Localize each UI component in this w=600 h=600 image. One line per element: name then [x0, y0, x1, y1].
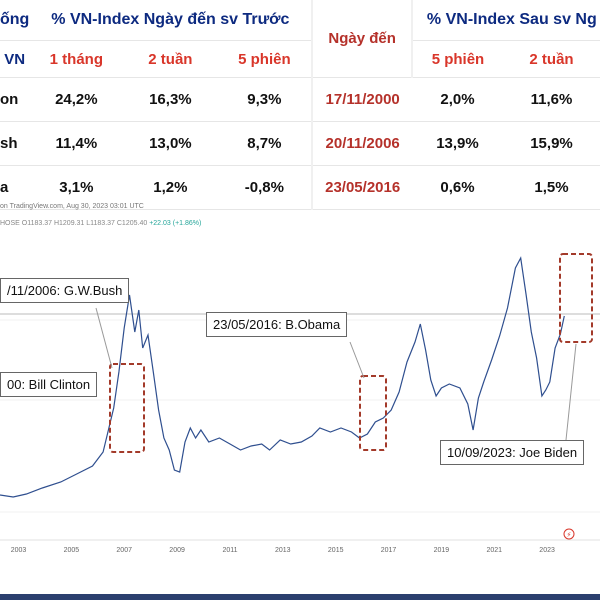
table-cell: -0,8% [217, 165, 313, 210]
row-name: sh [0, 121, 30, 166]
highlight-box-2006 [109, 363, 145, 453]
annotation-clinton: 00: Bill Clinton [0, 372, 98, 397]
row-name: a [0, 165, 30, 210]
leader-line [95, 307, 113, 369]
table-cell: 11,6% [503, 77, 600, 122]
comparison-table: ống % VN-Index Ngày đến sv Trước Ngày đế… [0, 0, 600, 210]
row-date: 23/05/2016 [311, 165, 412, 210]
highlight-box-2016 [359, 375, 387, 451]
ohlc-change: +22.03 (+1.86%) [149, 220, 202, 227]
x-tick-label: 2023 [539, 547, 555, 554]
ohlc-values: HOSE O1183.37 H1209.31 L1183.37 C1205.40 [0, 220, 148, 227]
table-cell: 13,0% [123, 121, 218, 166]
after-group-header: % VN-Index Sau sv Ng [410, 0, 600, 41]
sub-header-2-weeks: 2 tuần [123, 40, 218, 78]
table-cell: 2,0% [411, 77, 503, 122]
row-date: 20/11/2006 [311, 121, 412, 166]
chart-source-line: on TradingView.com, Aug 30, 2023 03:01 U… [0, 203, 144, 210]
header-row-2: VN 1 tháng 2 tuần 5 phiên 5 phiên 2 tuần [0, 40, 600, 78]
annotation-bush: /11/2006: G.W.Bush [0, 278, 130, 303]
x-tick-label: 2009 [169, 547, 185, 554]
table-cell: 9,3% [217, 77, 313, 122]
table-cell: 8,7% [217, 121, 313, 166]
leader-line [565, 343, 577, 441]
x-tick-label: 2011 [222, 547, 237, 554]
row-date: 17/11/2000 [311, 77, 412, 122]
lightning-icon [563, 528, 575, 540]
table-row: sh 11,4% 13,0% 8,7% 20/11/2006 13,9% 15,… [0, 121, 600, 166]
x-tick-labels: 2003 2005 2007 2009 2011 2013 2015 2017 2019 2021… [11, 547, 555, 554]
table-cell: 3,1% [29, 165, 124, 210]
table-cell: 15,9% [503, 121, 600, 166]
highlight-box-2023 [559, 253, 593, 343]
returns-table: ống % VN-Index Ngày đến sv Trước Ngày đế… [0, 0, 600, 210]
table-cell: 0,6% [411, 165, 503, 210]
header-row-1: ống % VN-Index Ngày đến sv Trước Ngày đế… [0, 0, 600, 78]
table-cell: 1,5% [503, 165, 600, 210]
x-tick-label: 2021 [487, 547, 503, 554]
table-cell: 16,3% [123, 77, 218, 122]
x-tick-label: 2015 [328, 547, 344, 554]
date-header: Ngày đến [311, 0, 412, 78]
sub-header-5-sessions: 5 phiên [217, 40, 313, 78]
x-tick-label: 2005 [64, 547, 80, 554]
table-row: a 3,1% 1,2% -0,8% 23/05/2016 0,6% 1,5% [0, 165, 600, 210]
vnindex-chart: on TradingView.com, Aug 30, 2023 03:01 U… [0, 200, 600, 600]
table-row: on 24,2% 16,3% 9,3% 17/11/2000 2,0% 11,6… [0, 77, 600, 122]
lightning-icon-glyph: ⚡ [567, 531, 572, 539]
x-tick-label: 2007 [116, 547, 132, 554]
table-cell: 13,9% [411, 121, 503, 166]
annotation-biden: 10/09/2023: Joe Biden [440, 440, 585, 465]
before-group-header: % VN-Index Ngày đến sv Trước [29, 0, 313, 41]
sub-header-after-2-weeks: 2 tuần [503, 40, 600, 78]
x-tick-label: 2017 [381, 547, 397, 554]
bottom-border [0, 594, 600, 600]
annotation-obama: 23/05/2016: B.Obama [206, 312, 348, 337]
sub-header-after-5-sessions: 5 phiên [410, 40, 503, 78]
x-tick-label: 2019 [434, 547, 450, 554]
chart-svg: 2003 2005 2007 2009 2011 2013 2015 2017 2019 2021… [0, 253, 600, 554]
left-header-bottom: VN [0, 40, 30, 78]
table-cell: 1,2% [123, 165, 218, 210]
leader-line [349, 341, 365, 379]
x-tick-label: 2003 [11, 547, 27, 554]
row-name: on [0, 77, 30, 122]
table-cell: 24,2% [29, 77, 124, 122]
table-cell: 11,4% [29, 121, 124, 166]
series-line [0, 256, 565, 498]
left-header-top: ống [0, 0, 30, 41]
sub-header-1-month: 1 tháng [29, 40, 124, 78]
ohlc-readout: HOSE O1183.37 H1209.31 L1183.37 C1205.40… [0, 220, 201, 227]
x-tick-label: 2013 [275, 547, 291, 554]
